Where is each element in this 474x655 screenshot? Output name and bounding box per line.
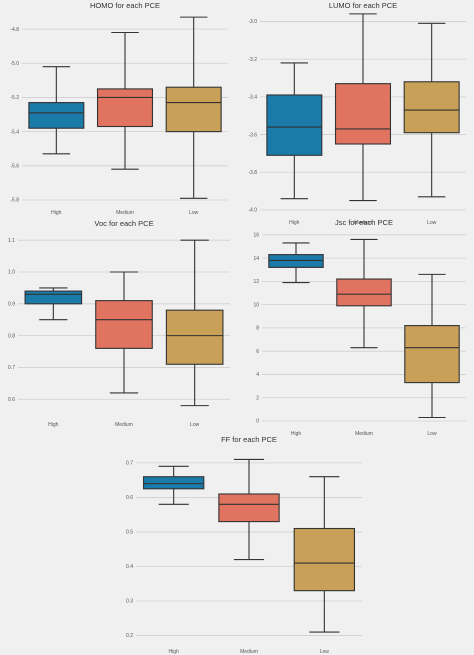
box-high [268,242,324,284]
box-low [165,16,222,199]
x-tick-label: High [48,422,59,428]
y-tick-label: 1.0 [8,270,15,276]
chart-title: FF for each PCE [221,435,277,444]
y-tick-label: 0.4 [126,564,133,570]
box-low [165,239,224,407]
iqr-box [95,300,153,349]
chart-panel-2: LUMO for each PCE -3.0 -3.2 -3.4 -3.6 -3.8 -4.… [248,1,466,226]
iqr-box [165,309,224,365]
iqr-box [28,102,85,129]
y-tick-label: 0 [256,419,259,425]
y-tick-label: -3.4 [248,95,257,101]
y-tick-label: -3.2 [248,57,257,63]
chart-title: HOMO for each PCE [90,1,160,10]
chart-panel-4: Jsc for each PCE 16 14 12 10 8 6 4 2 0 High Medium L… [253,218,466,437]
chart-title: Jsc for each PCE [335,218,393,227]
y-tick-label: -4.0 [248,208,257,214]
chart-panel-1: HOMO for each PCE -4.8 -5.0 -5.2 -5.4 -5.6 -5.… [10,1,228,216]
iqr-box [24,290,83,305]
y-tick-label: -5.6 [10,164,19,170]
y-tick-label: 1.1 [8,238,15,244]
box-high [24,287,83,321]
box-medium [336,238,392,349]
y-tick-label: -4.8 [10,27,19,33]
x-tick-label: High [291,431,302,437]
x-tick-label: Low [190,422,200,428]
x-tick-label: Low [427,431,437,437]
box-high [28,66,85,155]
y-tick-label: -5.8 [10,198,19,204]
chart-title: Voc for each PCE [94,219,153,228]
y-tick-label: -3.8 [248,170,257,176]
y-tick-label: 2 [256,395,259,401]
x-tick-label: Low [320,649,330,655]
box-medium [96,31,154,170]
y-tick-label: 14 [253,256,259,262]
box-high [142,465,205,505]
iqr-box [142,476,205,490]
iqr-box [268,254,324,268]
iqr-box [218,493,280,523]
chart-title: LUMO for each PCE [329,1,397,10]
iqr-box [165,86,222,133]
y-tick-label: -5.2 [10,95,19,101]
y-tick-label: 0.6 [8,397,15,403]
y-tick-label: 0.7 [126,461,133,467]
iqr-box [266,94,323,156]
x-tick-label: Low [189,210,199,216]
y-tick-label: 0.5 [126,530,133,536]
box-high [266,62,323,200]
y-tick-label: 0.9 [8,302,15,308]
iqr-box [336,278,392,307]
iqr-box [404,325,460,384]
x-tick-label: Medium [354,220,372,226]
iqr-box [293,527,356,592]
chart-panel-3: Voc for each PCE 1.1 1.0 0.9 0.8 0.7 0.6 High Me… [8,219,230,428]
y-tick-label: 0.7 [8,365,15,371]
y-tick-label: 16 [253,233,259,239]
y-tick-label: -3.0 [248,19,257,25]
y-tick-label: 4 [256,372,259,378]
x-tick-label: Medium [115,422,133,428]
y-tick-label: 6 [256,349,259,355]
y-tick-label: -5.4 [10,129,19,135]
iqr-box [334,83,392,145]
iqr-box [403,81,460,134]
box-medium [334,13,392,202]
y-tick-label: 12 [253,279,259,285]
x-tick-label: Medium [240,649,258,655]
y-tick-label: 0.8 [8,333,15,339]
y-tick-label: 0.6 [126,495,133,501]
x-tick-label: High [169,649,180,655]
iqr-box [96,88,154,128]
box-low [403,22,460,198]
y-tick-label: 0.3 [126,599,133,605]
x-tick-label: Low [427,220,437,226]
box-low [404,273,460,419]
y-tick-label: 10 [253,302,259,308]
x-tick-label: Medium [355,431,373,437]
y-tick-label: 8 [256,326,259,332]
y-tick-label: -3.6 [248,132,257,138]
x-tick-label: High [289,220,300,226]
y-tick-label: -5.0 [10,61,19,67]
x-tick-label: Medium [116,210,134,216]
box-medium [218,458,280,561]
y-tick-label: 0.2 [126,633,133,639]
chart-panel-5: FF for each PCE 0.7 0.6 0.5 0.4 0.3 0.2 High Med… [126,435,362,655]
box-low [293,476,356,633]
x-tick-label: High [51,210,62,216]
box-medium [95,271,153,394]
